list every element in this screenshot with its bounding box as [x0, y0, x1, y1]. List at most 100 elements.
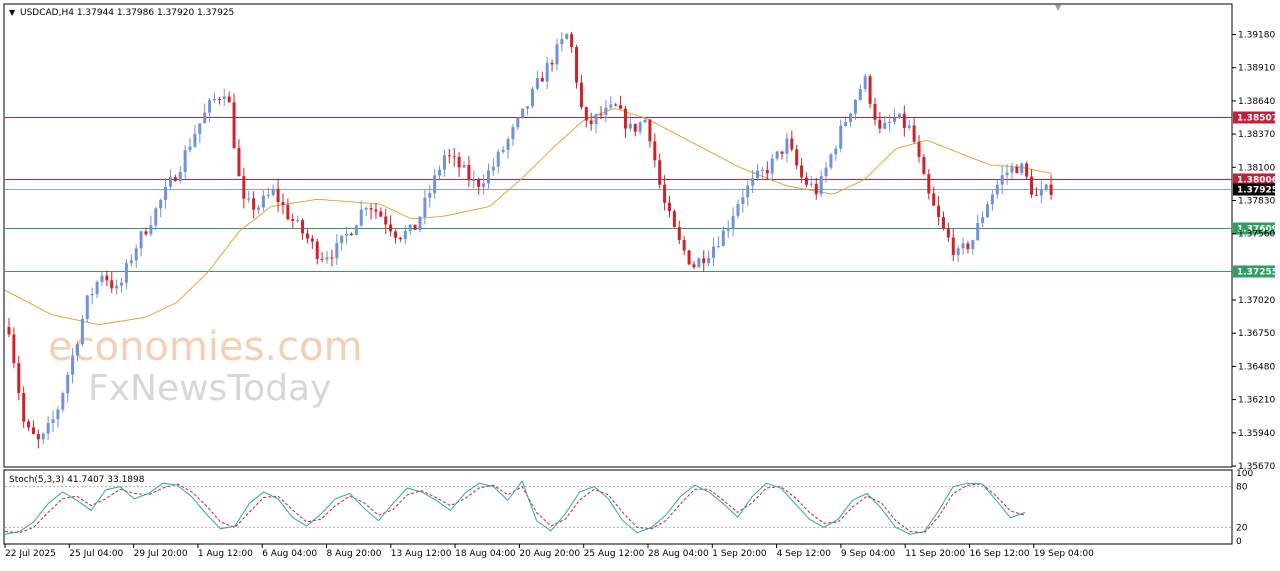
candle-body [599, 114, 603, 116]
candle-body [374, 209, 378, 212]
candle-body [173, 177, 177, 182]
price-tick-label-12: 1.35670 [1238, 462, 1275, 472]
candle-body [741, 197, 745, 204]
candle-body [36, 433, 40, 440]
candle-body [990, 194, 994, 205]
price-tick-label-1: 1.38910 [1238, 64, 1275, 74]
candle-body [320, 258, 324, 260]
candle-body [780, 151, 784, 154]
time-label-1: 25 Jul 04:00 [69, 549, 123, 559]
candle-body [56, 409, 60, 420]
time-label-10: 28 Aug 04:00 [648, 549, 709, 559]
stoch-title: Stoch(5,3,3) 41.7407 33.1898 [9, 475, 145, 485]
time-label-5: 8 Aug 20:00 [327, 549, 382, 559]
candle-body [648, 119, 652, 142]
price-tick-label-6: 1.37560 [1238, 230, 1275, 240]
candle-body [124, 263, 128, 283]
time-label-6: 13 Aug 12:00 [391, 549, 452, 559]
candle-body [912, 125, 916, 142]
candle-body [697, 258, 701, 268]
candle-body [105, 275, 109, 281]
candle-body [653, 141, 657, 161]
candle-body [335, 243, 339, 259]
candle-body [90, 294, 94, 296]
candle-body [286, 205, 290, 220]
candle-body [790, 138, 794, 150]
candle-body [428, 193, 432, 198]
candle-body [829, 154, 833, 168]
candle-body [819, 176, 823, 195]
candle-body [252, 198, 256, 210]
candle-body [986, 204, 990, 218]
stochastic-oscillator: 100 80 20 0 [4, 469, 1253, 547]
stoch-tick-label-2: 20 [1236, 523, 1248, 533]
candle-body [491, 166, 495, 171]
candle-body [834, 148, 838, 155]
dropdown-arrow-icon[interactable]: ▼ [9, 8, 16, 17]
candle-body [922, 156, 926, 175]
candle-body [863, 76, 867, 90]
candle-body [692, 264, 696, 268]
candle-body [203, 112, 207, 124]
candle-body [301, 220, 305, 234]
candle-body [477, 180, 481, 187]
candle-body [305, 233, 309, 239]
candle-body [770, 158, 774, 174]
candle-body [760, 169, 764, 171]
candle-body [242, 176, 246, 199]
candle-body [472, 180, 476, 182]
candle-body [349, 233, 353, 236]
candle-body [212, 99, 216, 101]
price-tick-label-8: 1.36750 [1238, 329, 1275, 339]
candle-body [61, 393, 65, 410]
time-label-3: 1 Aug 12:00 [198, 549, 253, 559]
candle-body [1034, 194, 1038, 196]
candle-body [575, 47, 579, 83]
candle-body [888, 121, 892, 123]
candle-body [12, 334, 16, 364]
candle-body [227, 96, 231, 103]
candle-body [330, 257, 334, 259]
candle-body [325, 257, 329, 260]
watermark-economies: economies.com [48, 324, 363, 370]
candle-body [775, 151, 779, 159]
candle-body [51, 419, 55, 424]
candle-body [310, 238, 314, 242]
candle-body [839, 125, 843, 149]
scroll-marker-icon[interactable]: ▼ [1055, 3, 1062, 12]
candle-body [340, 235, 344, 244]
candle-body [7, 327, 11, 335]
candle-body [1020, 163, 1024, 174]
candle-body [144, 231, 148, 235]
candle-body [716, 246, 720, 248]
candle-body [22, 393, 26, 422]
level-badge-4 [1233, 265, 1275, 278]
price-tick-label-9: 1.36480 [1238, 362, 1275, 372]
candle-body [1025, 163, 1029, 177]
level-badge-label-4: 1.37255 [1237, 268, 1278, 278]
candle-body [281, 202, 285, 206]
candle-body [232, 102, 236, 148]
candle-body [1039, 189, 1043, 196]
candle-body [80, 318, 84, 345]
watermark-fxnewstoday: FxNewsToday [88, 368, 331, 409]
level-badge-label-0: 1.38507 [1237, 114, 1278, 124]
candle-body [594, 114, 598, 124]
price-axis: 1.39180 1.38910 1.38640 1.38370 1.38100 1.378… [1232, 31, 1275, 472]
candle-body [976, 223, 980, 241]
candle-body [369, 208, 373, 210]
candle-body [658, 160, 662, 185]
candle-body [110, 280, 114, 289]
candle-body [995, 184, 999, 195]
candle-body [501, 149, 505, 152]
candle-body [384, 216, 388, 225]
candle-body [917, 141, 921, 157]
candle-body [296, 220, 300, 222]
candle-body [584, 107, 588, 121]
candle-body [643, 119, 647, 123]
level-badge-label-1: 1.38006 [1237, 176, 1278, 186]
symbol-header: USDCAD,H4 1.37944 1.37986 1.37920 1.3792… [20, 8, 234, 18]
time-label-11: 1 Sep 20:00 [712, 549, 767, 559]
candle-body [237, 147, 241, 177]
